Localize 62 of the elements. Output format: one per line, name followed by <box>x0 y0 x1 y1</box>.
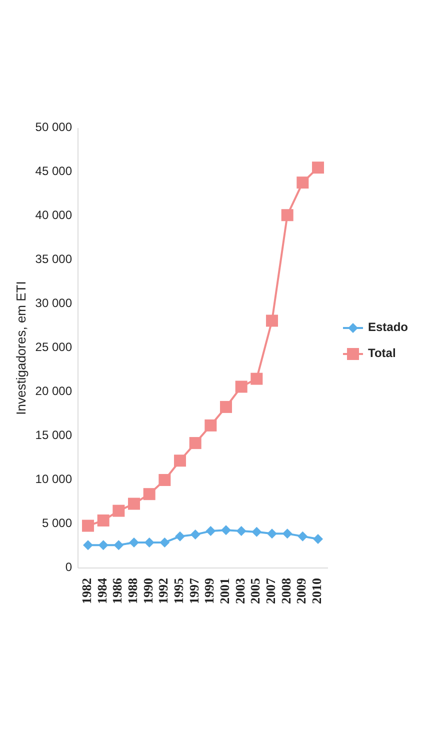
point <box>174 454 186 467</box>
point <box>235 380 248 393</box>
point <box>175 531 185 542</box>
y-tick-label: 15 000 <box>35 428 72 442</box>
point <box>144 537 154 548</box>
y-tick-label: 40 000 <box>35 208 72 222</box>
x-tick-label: 1995 <box>170 578 186 604</box>
y-tick-label: 30 000 <box>35 296 72 310</box>
point <box>250 372 263 385</box>
point <box>282 528 292 539</box>
point <box>98 540 108 550</box>
y-tick-label: 0 <box>65 560 72 574</box>
point <box>281 209 294 222</box>
x-tick-label: 2007 <box>262 578 278 604</box>
point <box>204 419 217 432</box>
x-tick-label: 2005 <box>248 578 263 604</box>
x-tick-label: 2001 <box>216 578 232 604</box>
point <box>129 537 139 548</box>
x-tick-label: 1999 <box>202 578 217 604</box>
x-tick-label: 1984 <box>94 578 110 604</box>
y-tick-label: 45 000 <box>35 164 72 178</box>
point <box>266 314 278 327</box>
y-tick-label: 5 000 <box>42 516 72 530</box>
point <box>221 525 231 536</box>
x-tick-label: 2009 <box>294 578 309 604</box>
x-tick-label: 2003 <box>232 578 248 604</box>
point <box>190 530 200 540</box>
point <box>236 526 246 536</box>
point <box>252 526 262 537</box>
x-tick-label: 1986 <box>110 578 125 604</box>
x-tick-label: 1988 <box>124 578 140 604</box>
y-tick-label: 25 000 <box>35 340 72 354</box>
x-tick-label: 2010 <box>308 578 324 604</box>
x-tick-label: 1982 <box>78 578 94 604</box>
point <box>313 534 323 544</box>
y-tick-label: 50 000 <box>35 120 72 134</box>
point <box>189 437 202 450</box>
point <box>82 520 94 532</box>
x-tick-label: 1997 <box>186 578 202 604</box>
point <box>267 528 277 539</box>
x-tick-label: 2008 <box>278 578 294 604</box>
legend-label: Estado <box>368 320 408 334</box>
point <box>83 540 93 550</box>
legend-label: Total <box>368 346 396 360</box>
y-axis-title: Investigadores, em ETI <box>13 281 28 415</box>
x-tick-label: 1990 <box>140 578 156 604</box>
y-tick-label: 20 000 <box>35 384 72 398</box>
point <box>206 526 216 536</box>
point <box>312 162 324 174</box>
point <box>220 400 232 413</box>
x-tick-label: 1992 <box>156 578 171 604</box>
point <box>158 474 171 486</box>
point <box>298 531 308 542</box>
point <box>97 514 110 526</box>
point <box>160 537 170 548</box>
y-tick-label: 35 000 <box>35 252 72 266</box>
point <box>128 498 140 510</box>
point <box>112 504 125 517</box>
y-tick-label: 10 000 <box>35 472 72 486</box>
point <box>114 540 124 550</box>
point <box>296 176 309 189</box>
point <box>143 488 156 500</box>
